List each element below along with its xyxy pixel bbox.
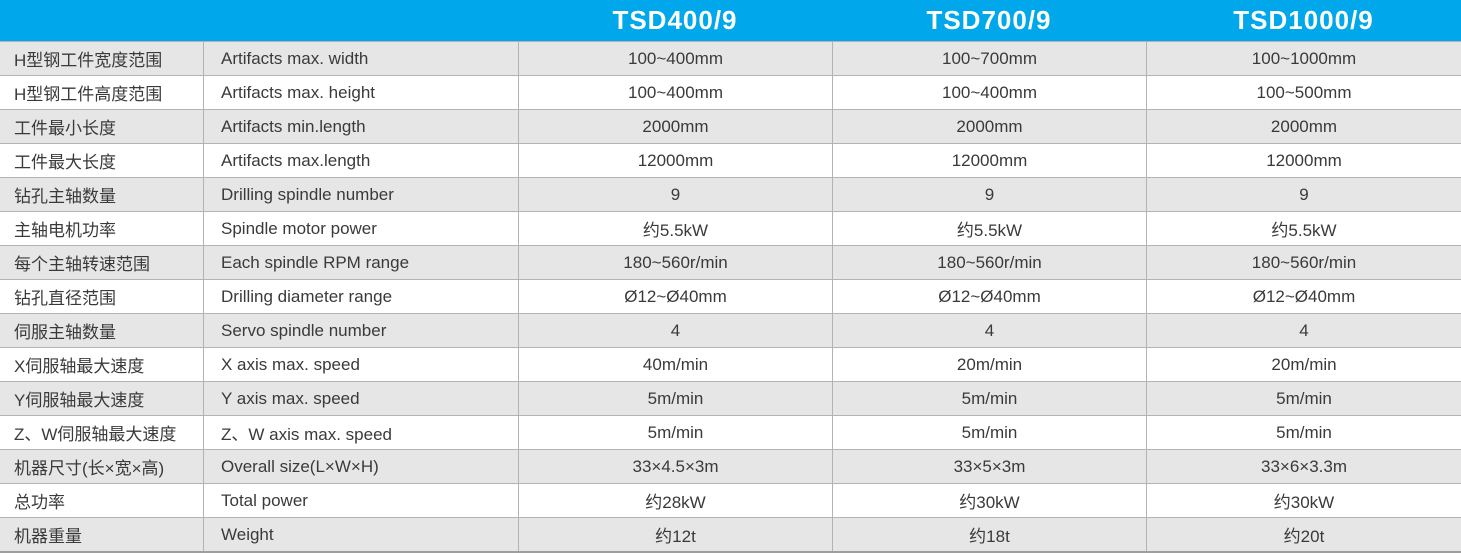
table-row-artifacts-max-length: 工件最大长度 Artifacts max.length 12000mm 1200… bbox=[0, 143, 1461, 177]
table-row-x-axis-max-speed: X伺服轴最大速度 X axis max. speed 40m/min 20m/m… bbox=[0, 347, 1461, 381]
model-header-row: TSD400/9 TSD700/9 TSD1000/9 bbox=[0, 0, 1461, 41]
label-cn: X伺服轴最大速度 bbox=[14, 357, 145, 376]
value-tsd700: Ø12~Ø40mm bbox=[832, 280, 1146, 313]
value-tsd400: 约28kW bbox=[518, 484, 832, 517]
model-header-tsd1000: TSD1000/9 bbox=[1233, 5, 1374, 35]
value-tsd1000: 2000mm bbox=[1146, 110, 1461, 143]
value-tsd400: 33×4.5×3m bbox=[518, 450, 832, 483]
value-tsd1000: 约30kW bbox=[1146, 484, 1461, 517]
value-tsd400: 约12t bbox=[518, 518, 832, 551]
value-tsd700: 约18t bbox=[832, 518, 1146, 551]
model-header-tsd700: TSD700/9 bbox=[926, 5, 1052, 35]
value-tsd400: 约5.5kW bbox=[518, 212, 832, 245]
table-row-zw-axis-max-speed: Z、W伺服轴最大速度 Z、W axis max. speed 5m/min 5m… bbox=[0, 415, 1461, 449]
value-tsd700: 180~560r/min bbox=[832, 246, 1146, 279]
label-en: Z、W axis max. speed bbox=[203, 416, 518, 449]
value-tsd1000: 33×6×3.3m bbox=[1146, 450, 1461, 483]
value-tsd1000: 100~1000mm bbox=[1146, 42, 1461, 75]
label-cn: 工件最大长度 bbox=[14, 153, 116, 172]
value-tsd700: 约30kW bbox=[832, 484, 1146, 517]
table-row-weight: 机器重量 Weight 约12t 约18t 约20t bbox=[0, 517, 1461, 551]
value-tsd1000: 5m/min bbox=[1146, 416, 1461, 449]
label-en: Each spindle RPM range bbox=[203, 246, 518, 279]
table-row-y-axis-max-speed: Y伺服轴最大速度 Y axis max. speed 5m/min 5m/min… bbox=[0, 381, 1461, 415]
value-tsd400: 5m/min bbox=[518, 416, 832, 449]
label-en: Artifacts max.length bbox=[203, 144, 518, 177]
value-tsd700: 100~400mm bbox=[832, 76, 1146, 109]
value-tsd1000: 100~500mm bbox=[1146, 76, 1461, 109]
label-cn: H型钢工件宽度范围 bbox=[14, 51, 163, 70]
value-tsd700: 约5.5kW bbox=[832, 212, 1146, 245]
value-tsd400: 5m/min bbox=[518, 382, 832, 415]
table-row-artifacts-max-height: H型钢工件高度范围 Artifacts max. height 100~400m… bbox=[0, 75, 1461, 109]
value-tsd1000: 180~560r/min bbox=[1146, 246, 1461, 279]
label-en: Spindle motor power bbox=[203, 212, 518, 245]
value-tsd1000: 5m/min bbox=[1146, 382, 1461, 415]
label-cn: Y伺服轴最大速度 bbox=[14, 391, 145, 410]
value-tsd400: Ø12~Ø40mm bbox=[518, 280, 832, 313]
label-en: Overall size(L×W×H) bbox=[203, 450, 518, 483]
label-en: Drilling diameter range bbox=[203, 280, 518, 313]
label-en: Drilling spindle number bbox=[203, 178, 518, 211]
table-row-drilling-spindle-number: 钻孔主轴数量 Drilling spindle number 9 9 9 bbox=[0, 177, 1461, 211]
label-cn: Z、W伺服轴最大速度 bbox=[14, 425, 177, 444]
value-tsd400: 100~400mm bbox=[518, 42, 832, 75]
label-en: Artifacts max. width bbox=[203, 42, 518, 75]
model-header-tsd400: TSD400/9 bbox=[612, 5, 738, 35]
value-tsd1000: 12000mm bbox=[1146, 144, 1461, 177]
value-tsd400: 180~560r/min bbox=[518, 246, 832, 279]
value-tsd1000: 4 bbox=[1146, 314, 1461, 347]
table-row-overall-size: 机器尺寸(长×宽×高) Overall size(L×W×H) 33×4.5×3… bbox=[0, 449, 1461, 483]
table-row-servo-spindle-number: 伺服主轴数量 Servo spindle number 4 4 4 bbox=[0, 313, 1461, 347]
header-spacer bbox=[0, 0, 518, 41]
label-en: Weight bbox=[203, 518, 518, 551]
value-tsd700: 2000mm bbox=[832, 110, 1146, 143]
spec-table-body: H型钢工件宽度范围 Artifacts max. width 100~400mm… bbox=[0, 41, 1461, 551]
label-cn: 机器尺寸(长×宽×高) bbox=[14, 459, 165, 478]
label-cn: 总功率 bbox=[14, 493, 65, 512]
label-en: Y axis max. speed bbox=[203, 382, 518, 415]
label-en: X axis max. speed bbox=[203, 348, 518, 381]
value-tsd700: 4 bbox=[832, 314, 1146, 347]
label-en: Artifacts min.length bbox=[203, 110, 518, 143]
label-en: Total power bbox=[203, 484, 518, 517]
value-tsd400: 100~400mm bbox=[518, 76, 832, 109]
table-row-spindle-rpm-range: 每个主轴转速范围 Each spindle RPM range 180~560r… bbox=[0, 245, 1461, 279]
value-tsd700: 5m/min bbox=[832, 382, 1146, 415]
value-tsd400: 12000mm bbox=[518, 144, 832, 177]
value-tsd1000: 9 bbox=[1146, 178, 1461, 211]
value-tsd400: 40m/min bbox=[518, 348, 832, 381]
label-cn: 机器重量 bbox=[14, 527, 82, 546]
label-cn: 每个主轴转速范围 bbox=[14, 255, 150, 274]
value-tsd700: 20m/min bbox=[832, 348, 1146, 381]
table-row-spindle-motor-power: 主轴电机功率 Spindle motor power 约5.5kW 约5.5kW… bbox=[0, 211, 1461, 245]
label-cn: 主轴电机功率 bbox=[14, 221, 116, 240]
label-cn: 工件最小长度 bbox=[14, 119, 116, 138]
label-cn: 伺服主轴数量 bbox=[14, 323, 116, 342]
value-tsd400: 9 bbox=[518, 178, 832, 211]
value-tsd700: 9 bbox=[832, 178, 1146, 211]
label-cn: 钻孔直径范围 bbox=[14, 289, 116, 308]
label-en: Servo spindle number bbox=[203, 314, 518, 347]
value-tsd700: 12000mm bbox=[832, 144, 1146, 177]
value-tsd1000: Ø12~Ø40mm bbox=[1146, 280, 1461, 313]
value-tsd1000: 约20t bbox=[1146, 518, 1461, 551]
label-en: Artifacts max. height bbox=[203, 76, 518, 109]
value-tsd1000: 约5.5kW bbox=[1146, 212, 1461, 245]
value-tsd400: 2000mm bbox=[518, 110, 832, 143]
table-row-total-power: 总功率 Total power 约28kW 约30kW 约30kW bbox=[0, 483, 1461, 517]
label-cn: H型钢工件高度范围 bbox=[14, 85, 163, 104]
value-tsd700: 5m/min bbox=[832, 416, 1146, 449]
table-row-artifacts-min-length: 工件最小长度 Artifacts min.length 2000mm 2000m… bbox=[0, 109, 1461, 143]
value-tsd700: 33×5×3m bbox=[832, 450, 1146, 483]
table-row-artifacts-max-width: H型钢工件宽度范围 Artifacts max. width 100~400mm… bbox=[0, 41, 1461, 75]
table-row-drilling-diameter-range: 钻孔直径范围 Drilling diameter range Ø12~Ø40mm… bbox=[0, 279, 1461, 313]
value-tsd700: 100~700mm bbox=[832, 42, 1146, 75]
value-tsd1000: 20m/min bbox=[1146, 348, 1461, 381]
label-cn: 钻孔主轴数量 bbox=[14, 187, 116, 206]
value-tsd400: 4 bbox=[518, 314, 832, 347]
